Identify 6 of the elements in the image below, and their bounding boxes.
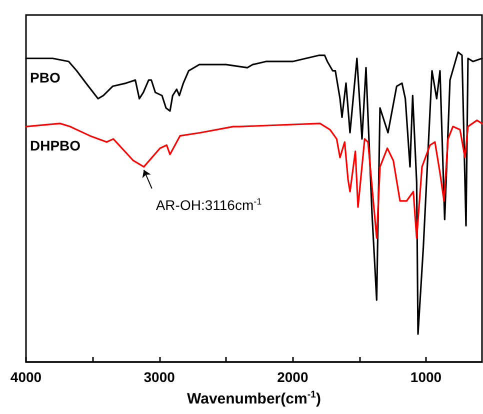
series-label: DHPBO xyxy=(30,138,81,154)
x-tick-label: 1000 xyxy=(410,369,442,385)
x-tick-label: 2000 xyxy=(277,369,308,385)
x-tick-label: 4000 xyxy=(10,369,42,385)
x-tick-label: 3000 xyxy=(144,369,176,385)
series-label: PBO xyxy=(30,69,60,86)
